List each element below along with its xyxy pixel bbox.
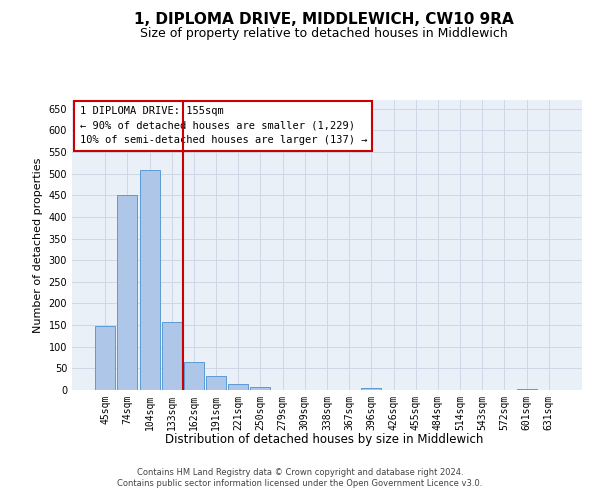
Bar (517, 388, 536, 390)
Y-axis label: Number of detached properties: Number of detached properties (33, 158, 43, 332)
Bar (361, 388, 382, 390)
Bar (118, 195, 137, 390)
Text: Distribution of detached houses by size in Middlewich: Distribution of detached houses by size … (165, 432, 483, 446)
Text: Size of property relative to detached houses in Middlewich: Size of property relative to detached ho… (140, 28, 508, 40)
Bar (206, 376, 226, 390)
Text: Contains HM Land Registry data © Crown copyright and database right 2024.
Contai: Contains HM Land Registry data © Crown c… (118, 468, 482, 487)
Bar (250, 388, 271, 390)
Bar (162, 322, 182, 390)
Text: 1, DIPLOMA DRIVE, MIDDLEWICH, CW10 9RA: 1, DIPLOMA DRIVE, MIDDLEWICH, CW10 9RA (134, 12, 514, 28)
Bar (140, 170, 160, 390)
Bar (228, 384, 248, 390)
Text: 1 DIPLOMA DRIVE: 155sqm
← 90% of detached houses are smaller (1,229)
10% of semi: 1 DIPLOMA DRIVE: 155sqm ← 90% of detache… (80, 106, 367, 146)
Bar (95, 326, 115, 390)
Bar (184, 362, 204, 390)
